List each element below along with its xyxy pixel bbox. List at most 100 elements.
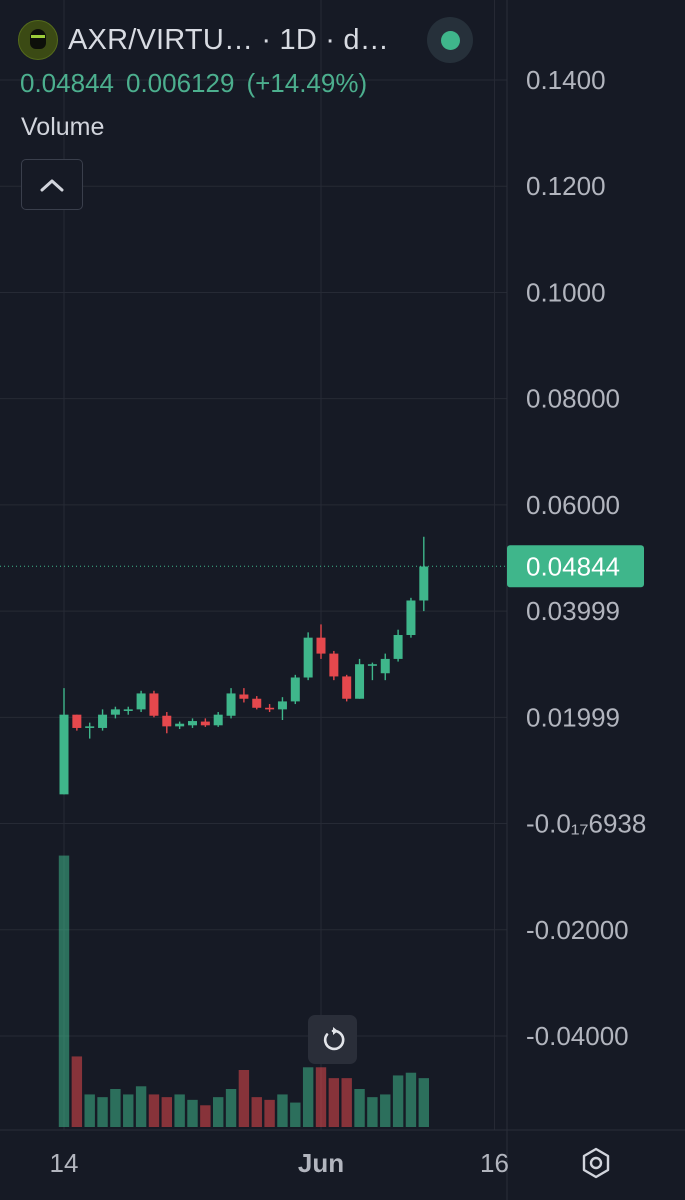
candle-body — [59, 714, 69, 795]
price-axis-label: 0.06000 — [526, 490, 620, 520]
candle-body — [406, 600, 416, 636]
volume-bar — [161, 1097, 172, 1127]
candle-body — [110, 709, 120, 715]
candle — [72, 714, 82, 731]
settings-button[interactable] — [578, 1145, 614, 1181]
volume-bar — [264, 1099, 275, 1127]
candle — [175, 721, 185, 730]
candle — [188, 718, 197, 728]
volume-bar — [71, 1056, 83, 1127]
candle — [290, 674, 300, 705]
time-axis: 14 Jun 16 — [50, 1148, 509, 1178]
candle-body — [290, 677, 300, 702]
price-axis: 0.1400 0.1200 0.1000 0.08000 0.06000 0.03999 0… — [526, 65, 646, 1051]
candle — [200, 718, 210, 727]
last-price-tag: 0.04844 — [507, 545, 644, 588]
candle — [316, 624, 326, 659]
last-price-tag-bg — [507, 545, 644, 588]
candle-body — [149, 693, 159, 716]
volume-bar — [213, 1097, 224, 1127]
price-axis-label: 0.1200 — [526, 171, 606, 201]
candle-body — [355, 664, 365, 699]
reset-icon — [323, 1026, 344, 1050]
volume-bar — [251, 1097, 262, 1127]
candle — [162, 712, 172, 734]
collapse-button[interactable] — [21, 159, 83, 210]
candle — [213, 712, 223, 727]
candle-body — [342, 676, 352, 699]
candle-body — [252, 698, 262, 708]
volume-bar — [418, 1078, 429, 1127]
volume-bar — [174, 1094, 185, 1127]
candle-body — [419, 566, 429, 601]
volume-bar — [110, 1089, 121, 1127]
candle-body — [316, 637, 326, 654]
volume-bar — [290, 1102, 301, 1127]
volume-bar — [58, 855, 70, 1127]
candle-body — [200, 721, 210, 726]
symbol-header[interactable]: AXR/VIRTU… · 1D · d… — [18, 20, 389, 60]
user-avatar-icon — [18, 20, 58, 60]
candle — [149, 690, 159, 718]
candle — [123, 706, 133, 715]
candle — [303, 632, 313, 681]
candle-body — [226, 693, 236, 716]
candle — [265, 704, 275, 713]
time-axis-label: 14 — [50, 1148, 79, 1178]
candle-body — [136, 693, 146, 710]
candle — [226, 688, 236, 719]
price-axis-label: 0.03999 — [526, 596, 620, 626]
reset-button[interactable] — [308, 1015, 357, 1064]
candle-body — [393, 635, 403, 659]
volume-label: Volume — [21, 113, 105, 141]
volume-bar — [367, 1097, 378, 1127]
volume-bar — [200, 1105, 211, 1127]
volume-bar — [380, 1094, 391, 1127]
volume-bar — [148, 1094, 160, 1127]
candle-body — [98, 714, 108, 728]
volume-bar — [405, 1072, 417, 1127]
candle-body — [303, 637, 313, 678]
volume-bar — [97, 1097, 108, 1127]
time-axis-label: 16 — [480, 1148, 509, 1178]
change-value: 0.006129 — [125, 68, 235, 98]
candle — [239, 688, 249, 703]
candle — [277, 697, 287, 720]
volume-bar — [277, 1094, 288, 1127]
candle-body — [380, 658, 390, 674]
candle-body — [213, 714, 223, 726]
candle — [59, 688, 69, 795]
candle — [110, 706, 120, 719]
candle-body — [367, 664, 377, 666]
price-axis-label: 0.1400 — [526, 65, 606, 95]
last-price-value: 0.04844 — [20, 68, 114, 98]
price-axis-label: 0.01999 — [526, 702, 620, 732]
candle-body — [265, 707, 275, 710]
volume-bar — [123, 1094, 134, 1127]
status-dot-icon[interactable] — [427, 17, 473, 63]
volume-bar — [84, 1094, 95, 1127]
volume-bar — [302, 1067, 314, 1127]
candle — [367, 662, 377, 681]
price-axis-label: -0.0₁₇6938 — [526, 809, 646, 839]
candle — [85, 722, 95, 739]
volume-bar — [187, 1099, 198, 1127]
candle — [252, 696, 262, 710]
candle — [329, 650, 339, 681]
candle — [380, 653, 390, 681]
volume-bar — [238, 1070, 250, 1127]
candlestick-series — [59, 536, 429, 795]
candle-body — [188, 721, 197, 726]
candle — [342, 674, 352, 702]
symbol-title[interactable]: AXR/VIRTU… · 1D · d… — [68, 23, 389, 56]
candle-body — [277, 701, 287, 710]
volume-bar — [315, 1067, 327, 1127]
volume-bar — [354, 1089, 365, 1127]
candle — [136, 690, 146, 713]
candle-body — [239, 694, 249, 699]
change-percent: (+14.49%) — [246, 68, 368, 98]
volume-bar — [392, 1075, 404, 1127]
chevron-up-icon — [40, 179, 64, 191]
candle — [98, 709, 108, 731]
